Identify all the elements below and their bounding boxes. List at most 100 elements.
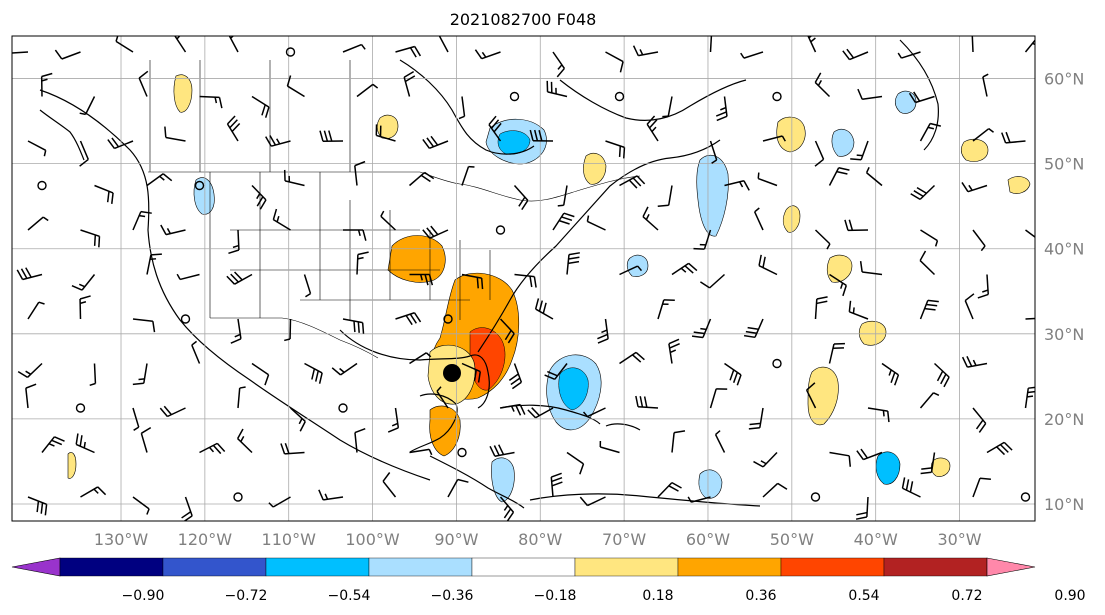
wind-barb — [27, 216, 49, 231]
wind-barb — [513, 185, 529, 211]
wind-barb — [319, 130, 344, 143]
wind-barb — [138, 70, 149, 97]
wind-barb — [814, 140, 825, 167]
wind-barb — [174, 36, 187, 53]
wind-barb — [527, 407, 554, 419]
anomaly-region-tropical-west — [67, 452, 77, 479]
wind-barb — [668, 338, 680, 364]
wind-barb — [986, 441, 1013, 456]
wind-barb — [972, 229, 986, 252]
anomaly-region-quebec — [583, 153, 607, 185]
wind-barb — [857, 88, 883, 100]
colorbar-segment — [677, 557, 782, 577]
wind-barb — [395, 45, 422, 58]
wind-barb — [699, 273, 726, 289]
wind-barb — [25, 383, 37, 409]
wind-barb — [499, 496, 515, 521]
coastline-north-america-west — [39, 89, 431, 481]
wind-barb — [743, 318, 764, 339]
wind-barb — [972, 128, 994, 142]
wind-barb — [447, 478, 469, 498]
colorbar-segment — [780, 557, 885, 577]
wind-barb — [552, 51, 566, 78]
wind-barb — [284, 318, 292, 342]
colorbar-under-arrow — [11, 557, 61, 577]
wind-barb — [226, 271, 253, 285]
wind-barb — [977, 274, 990, 299]
wind-barb — [132, 407, 140, 431]
wind-barb — [140, 426, 152, 453]
wind-barb — [409, 448, 433, 456]
wind-barb — [159, 405, 186, 418]
wind-barb — [230, 318, 242, 344]
wind-barb — [265, 135, 291, 147]
coastline-us-east — [477, 139, 721, 353]
wind-barb — [635, 395, 659, 409]
longitude-tick-label: 60°W — [686, 530, 730, 549]
longitude-tick-label: 50°W — [770, 530, 814, 549]
wind-barb — [557, 185, 568, 207]
colorbar-tick-label: 0.18 — [642, 588, 673, 604]
longitude-tick-labels: 130°W 120°W 110°W 100°W 90°W 80°W 70°W 60°W 50°W… — [94, 530, 982, 549]
wind-barb — [753, 207, 764, 231]
wind-barb — [758, 254, 778, 276]
wind-barb — [303, 274, 312, 298]
wind-barb — [971, 36, 974, 53]
wind-barb — [27, 301, 45, 320]
wind-barb — [848, 300, 869, 320]
wind-barb — [972, 477, 992, 498]
wind-barb — [27, 140, 47, 157]
anomaly-region-atlantic-neg-2 — [875, 451, 901, 485]
wind-barb — [920, 452, 936, 475]
wind-barb — [691, 318, 712, 339]
wind-barb — [354, 160, 366, 186]
wind-barb — [814, 296, 828, 320]
wind-barb — [919, 122, 942, 142]
wind-barb — [12, 51, 29, 54]
border-state-lines — [209, 172, 491, 320]
wind-barb — [382, 472, 397, 498]
wind-barb — [908, 91, 935, 104]
wind-barb — [814, 72, 831, 98]
wind-barb — [461, 273, 484, 290]
wind-barb — [671, 430, 686, 453]
wind-barb — [724, 180, 750, 191]
latitude-tick-label: 40°N — [1044, 240, 1084, 259]
colorbar-over-arrow — [986, 557, 1036, 577]
anomaly-region-bahamas-core — [558, 367, 589, 411]
wind-barb — [859, 261, 883, 276]
wind-barb — [657, 481, 682, 498]
wind-barb — [191, 340, 201, 364]
wind-barb — [901, 477, 921, 498]
wind-barb — [619, 265, 643, 276]
wind-barb — [27, 496, 48, 516]
wind-barb — [897, 51, 921, 59]
anomaly-region-atlantic-2 — [826, 254, 853, 283]
wind-barb — [514, 273, 537, 288]
wind-barb — [461, 165, 475, 186]
wind-barb — [762, 135, 786, 142]
wind-barb — [582, 407, 606, 418]
coastline-greenland — [899, 39, 939, 151]
wind-barb — [910, 184, 936, 201]
wind-barb — [79, 295, 91, 320]
longitude-tick-label: 40°W — [854, 530, 898, 549]
wind-barb — [865, 166, 883, 187]
wind-barb — [380, 210, 397, 231]
wind-barb — [251, 95, 270, 118]
wind-barb — [499, 318, 515, 344]
wind-barb — [714, 430, 726, 453]
wind-barb — [753, 451, 778, 468]
wind-barb — [1025, 317, 1035, 320]
storm-center-marker — [443, 364, 461, 382]
wind-barb — [132, 210, 152, 231]
wind-barb — [338, 403, 348, 413]
wind-barb — [724, 362, 742, 386]
wind-barb — [194, 180, 205, 191]
wind-barb — [132, 318, 156, 333]
coastline-central-america — [429, 455, 525, 509]
wind-barb — [443, 314, 453, 324]
wind-barb — [807, 36, 817, 53]
coastline-alaska-panhandle — [39, 109, 85, 161]
wind-barb — [972, 407, 987, 433]
